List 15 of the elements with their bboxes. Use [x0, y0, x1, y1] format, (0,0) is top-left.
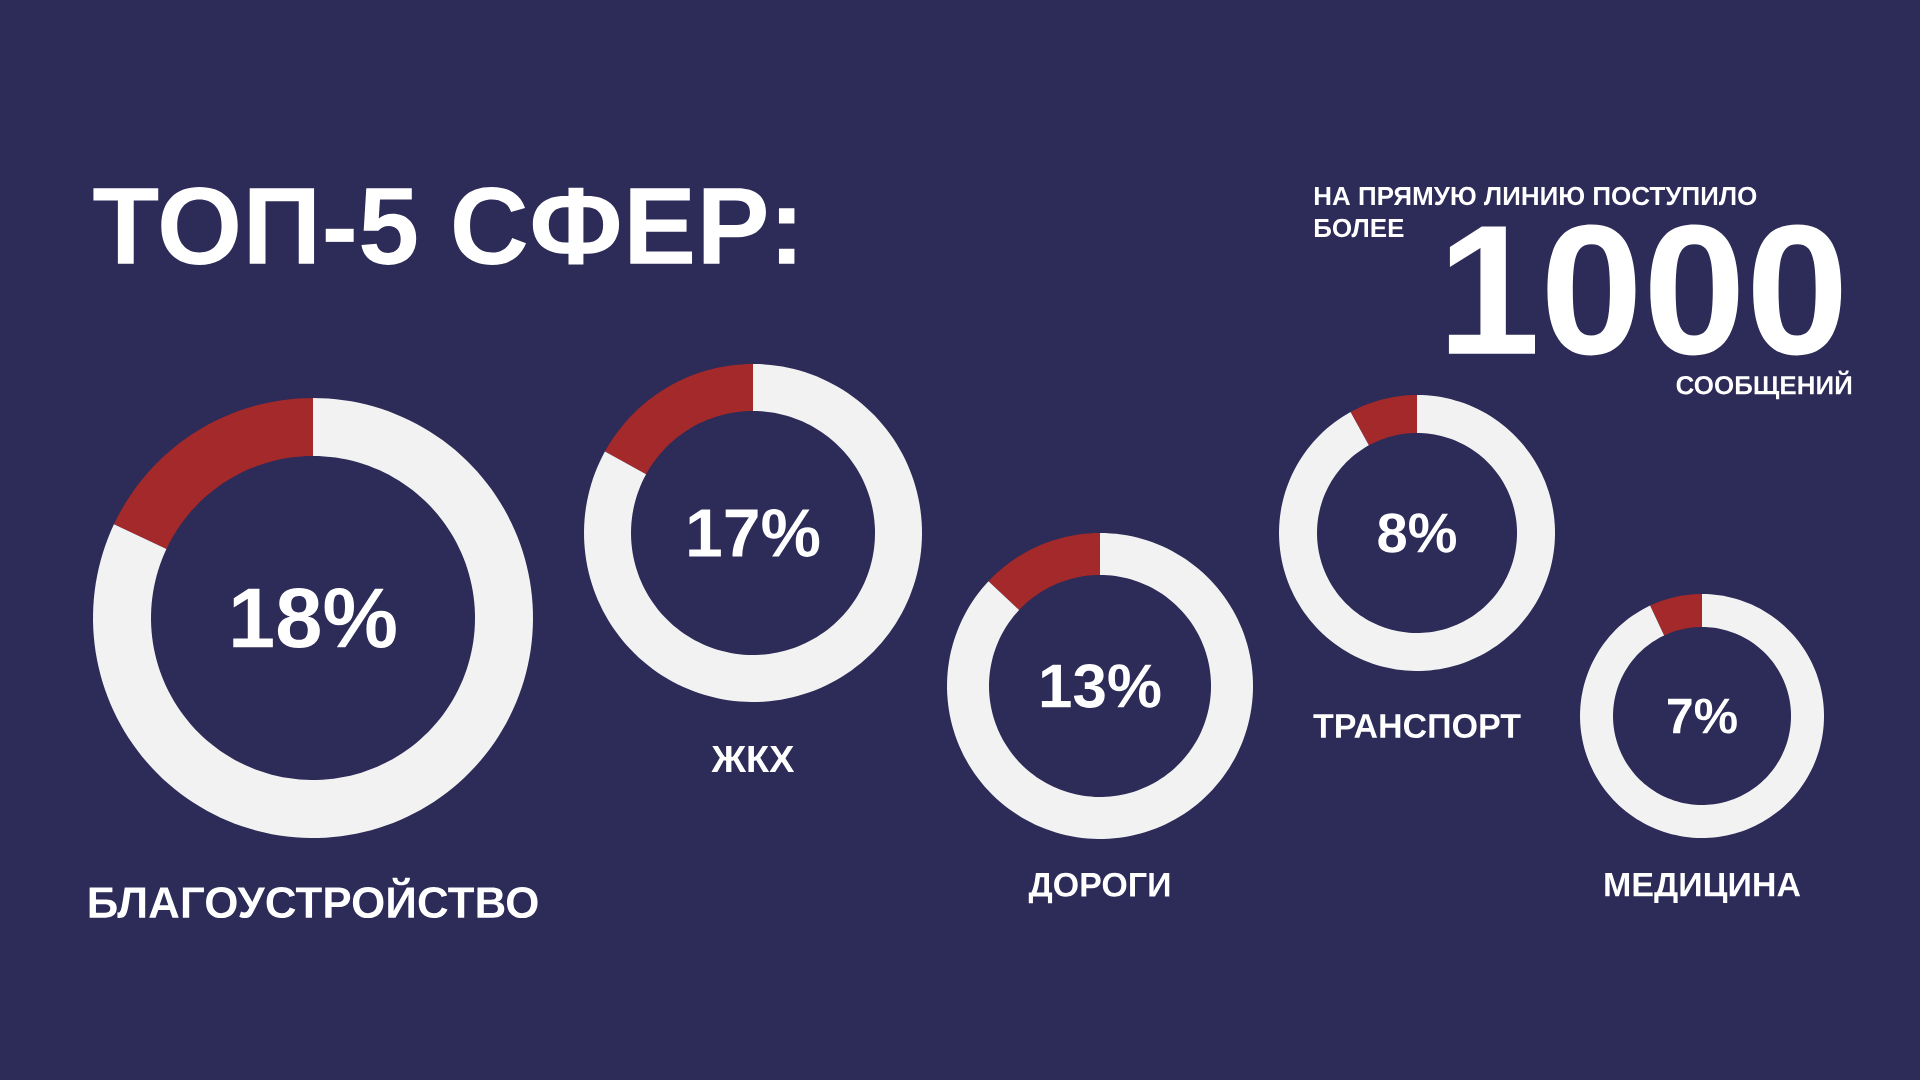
text: 17%: [689, 509, 820, 557]
text: МЕДИЦИНА: [1605, 872, 1801, 904]
text: 18%: [233, 587, 396, 649]
text: ЖКХ: [711, 745, 795, 773]
text: 7%: [1668, 698, 1737, 734]
text: ДОРОГИ: [1028, 872, 1170, 904]
text: НА ПРЯМУЮ ЛИНИЮ ПОСТУПИЛО: [1314, 186, 1757, 206]
text: СООБЩЕНИЙ: [1676, 370, 1852, 400]
text: 13%: [1041, 664, 1161, 708]
text: БОЛЕЕ: [1314, 218, 1404, 238]
text: 1000: [1448, 224, 1842, 356]
text: ТОП-5 СФЕР:: [93, 187, 795, 265]
text: БЛАГОУСТРОЙСТВО: [89, 877, 538, 919]
text: 8%: [1378, 513, 1456, 553]
text: ТРАНСПОРТ: [1313, 713, 1521, 739]
